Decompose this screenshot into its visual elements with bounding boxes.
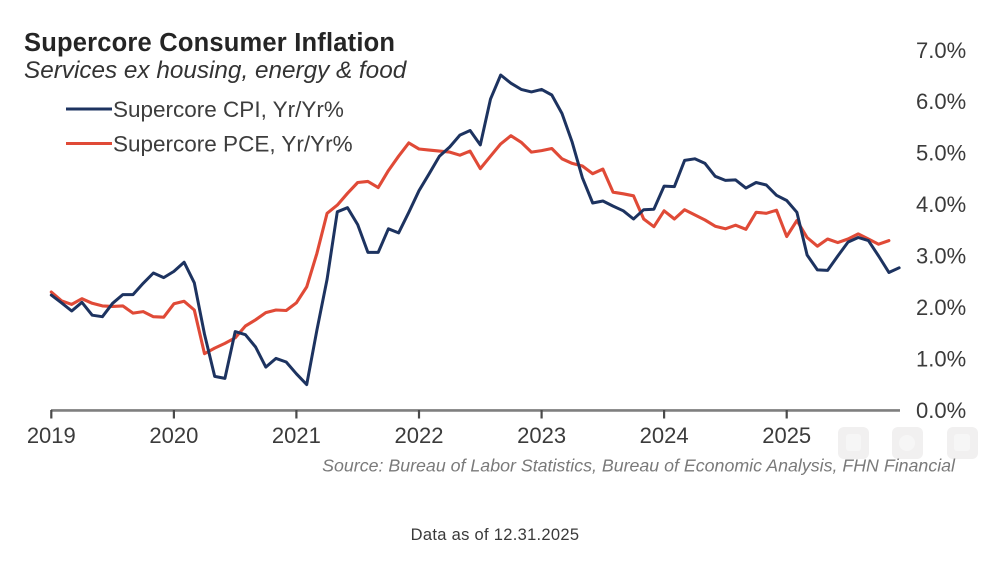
svg-text:2019: 2019 xyxy=(27,423,76,448)
svg-text:2023: 2023 xyxy=(517,423,566,448)
svg-text:2021: 2021 xyxy=(272,423,321,448)
svg-text:5.0%: 5.0% xyxy=(916,141,966,166)
svg-text:Source: Bureau of Labor Statis: Source: Bureau of Labor Statistics, Bure… xyxy=(322,456,956,476)
svg-text:0.0%: 0.0% xyxy=(916,398,966,423)
svg-text:1.0%: 1.0% xyxy=(916,346,966,371)
svg-text:2022: 2022 xyxy=(395,423,444,448)
svg-text:Data as of 12.31.2025: Data as of 12.31.2025 xyxy=(411,526,580,544)
svg-text:Supercore CPI, Yr/Yr%: Supercore CPI, Yr/Yr% xyxy=(113,97,344,122)
svg-text:2020: 2020 xyxy=(149,423,198,448)
svg-text:Services ex housing, energy &: Services ex housing, energy & food xyxy=(24,57,408,84)
svg-text:3.0%: 3.0% xyxy=(916,244,966,269)
svg-text:2.0%: 2.0% xyxy=(916,295,966,320)
svg-text:Supercore PCE, Yr/Yr%: Supercore PCE, Yr/Yr% xyxy=(113,132,353,157)
svg-text:4.0%: 4.0% xyxy=(916,192,966,217)
svg-text:7.0%: 7.0% xyxy=(916,38,966,63)
svg-text:2025: 2025 xyxy=(762,423,811,448)
svg-text:Supercore Consumer Inflation: Supercore Consumer Inflation xyxy=(24,29,395,57)
svg-text:2024: 2024 xyxy=(640,423,689,448)
svg-text:6.0%: 6.0% xyxy=(916,89,966,114)
